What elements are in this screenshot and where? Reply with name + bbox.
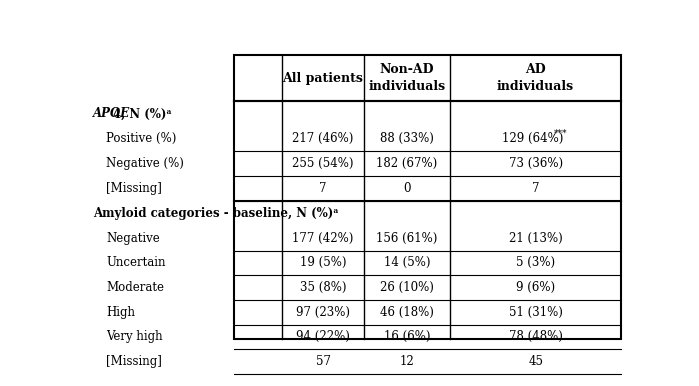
Text: AD: AD [526, 63, 546, 76]
Text: All patients: All patients [282, 72, 363, 85]
Text: 19 (5%): 19 (5%) [300, 256, 346, 269]
Text: 46 (18%): 46 (18%) [380, 306, 434, 319]
Text: 21 (13%): 21 (13%) [509, 232, 563, 245]
Text: Non-AD: Non-AD [380, 63, 434, 76]
Text: 7: 7 [319, 182, 326, 195]
Text: 57: 57 [315, 355, 331, 368]
Text: Moderate: Moderate [106, 281, 164, 294]
Text: 97 (23%): 97 (23%) [296, 306, 350, 319]
Text: 177 (42%): 177 (42%) [292, 232, 354, 245]
Text: 16 (6%): 16 (6%) [384, 330, 431, 344]
Text: 88 (33%): 88 (33%) [380, 132, 434, 146]
Text: 5 (3%): 5 (3%) [516, 256, 555, 269]
Text: 45: 45 [528, 355, 543, 368]
Text: Negative (%): Negative (%) [106, 157, 185, 170]
Text: 182 (67%): 182 (67%) [376, 157, 438, 170]
Text: [Missing]: [Missing] [106, 355, 162, 368]
Text: 78 (48%): 78 (48%) [509, 330, 563, 344]
Text: [Missing]: [Missing] [106, 182, 162, 195]
Text: 14 (5%): 14 (5%) [384, 256, 431, 269]
Text: 35 (8%): 35 (8%) [300, 281, 346, 294]
Text: 255 (54%): 255 (54%) [292, 157, 354, 170]
Text: Uncertain: Uncertain [106, 256, 166, 269]
Text: Negative: Negative [106, 232, 160, 245]
Text: 0: 0 [403, 182, 411, 195]
Text: Positive (%): Positive (%) [106, 132, 177, 146]
Text: 7: 7 [532, 182, 540, 195]
Text: Amyloid categories - baseline, N (%)ᵃ: Amyloid categories - baseline, N (%)ᵃ [93, 207, 338, 220]
Text: 4, N (%)ᵃ: 4, N (%)ᵃ [113, 107, 172, 120]
Text: 129 (64%): 129 (64%) [503, 132, 563, 146]
Text: Very high: Very high [106, 330, 163, 344]
Text: ***: *** [554, 129, 567, 137]
Text: 73 (36%): 73 (36%) [509, 157, 563, 170]
Text: 12: 12 [400, 355, 415, 368]
Text: 9 (6%): 9 (6%) [516, 281, 555, 294]
Text: APOE: APOE [93, 107, 130, 120]
Text: High: High [106, 306, 136, 319]
Text: 94 (22%): 94 (22%) [296, 330, 350, 344]
Text: 51 (31%): 51 (31%) [509, 306, 563, 319]
Text: individuals: individuals [368, 80, 445, 93]
Text: 217 (46%): 217 (46%) [292, 132, 354, 146]
Text: 26 (10%): 26 (10%) [380, 281, 434, 294]
Text: 156 (61%): 156 (61%) [376, 232, 438, 245]
Text: individuals: individuals [497, 80, 574, 93]
Bar [233, 55, 621, 339]
